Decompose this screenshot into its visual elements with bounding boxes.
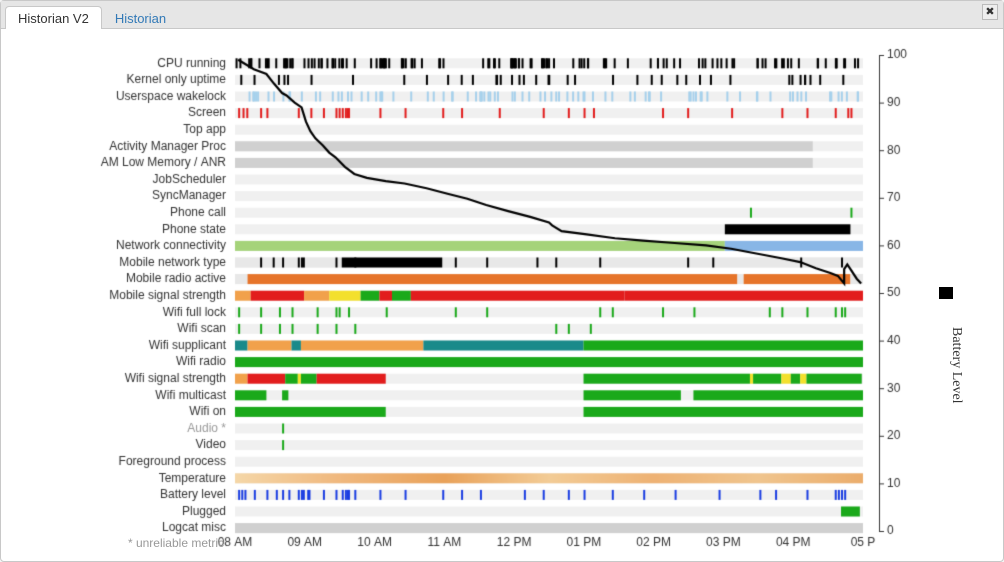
unreliable-footnote: * unreliable metric [128,536,224,550]
chart-area: * unreliable metric Battery Level [1,29,1003,561]
close-icon[interactable]: ✖ [982,4,998,20]
tab-historian[interactable]: Historian [102,6,179,29]
historian-window: ✖ Historian V2 Historian * unreliable me… [0,0,1004,562]
tab-bar: Historian V2 Historian [1,1,1003,29]
battery-legend-swatch [939,287,953,299]
battery-level-axis-label: Battery Level [948,327,964,417]
timeline-canvas [1,29,1003,561]
tab-historian-v2[interactable]: Historian V2 [5,6,102,29]
